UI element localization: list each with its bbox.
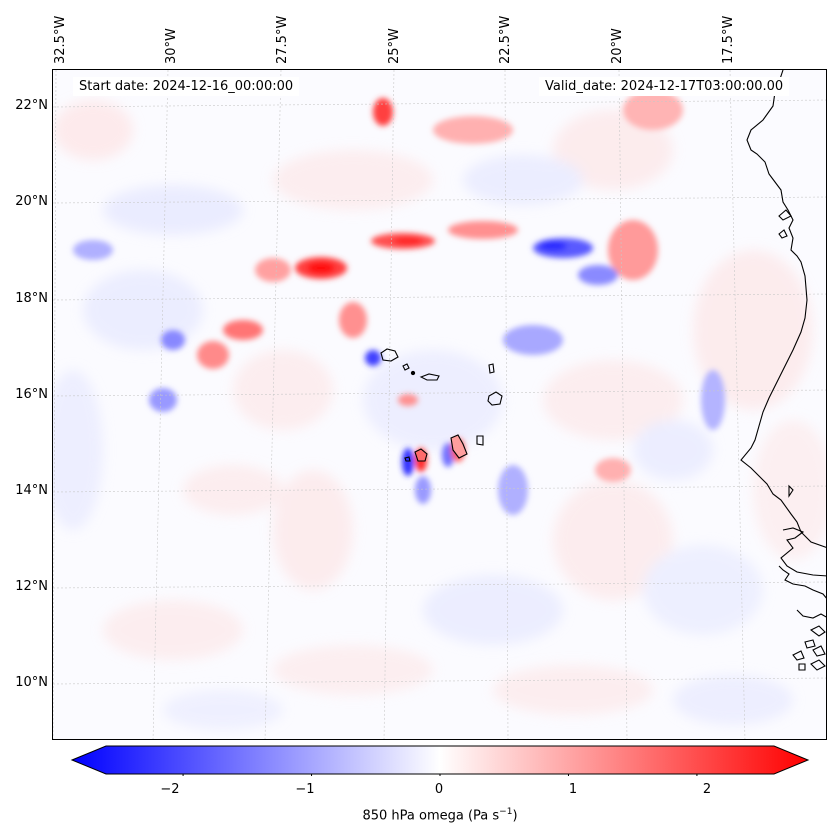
valid-date-label: Valid_date: 2024-12-17T03:00:00.00 — [539, 77, 790, 96]
lon-label-22-5w: 22.5°W — [498, 15, 513, 64]
island-sao-nicolau — [419, 373, 440, 381]
lon-label-32-5w: 32.5°W — [53, 15, 68, 64]
colorbar-tick-label: −2 — [160, 782, 180, 797]
island-boa-vista — [487, 391, 503, 406]
map-plot-area — [52, 69, 827, 740]
lat-label-16n: 16°N — [15, 387, 48, 402]
colorbar-tick-label: 1 — [568, 782, 578, 797]
graticule — [53, 70, 826, 739]
island-maio — [476, 435, 484, 446]
lat-label-22n: 22°N — [15, 98, 48, 113]
lat-label-10n: 10°N — [15, 675, 48, 690]
coast-inlet-2 — [778, 209, 792, 221]
lat-label-18n: 18°N — [15, 291, 48, 306]
coast-mauritania-senegal — [740, 70, 826, 548]
lon-label-20w: 20°W — [610, 28, 625, 64]
colorbar-label-exponent: −1 — [499, 807, 513, 817]
coast-bissagos-4 — [798, 663, 806, 671]
coast-guinea — [796, 609, 826, 619]
colorbar-label-text: 850 hPa omega (Pa s — [362, 808, 500, 824]
coast-inlet-1 — [778, 229, 788, 239]
coast-bissagos-3 — [792, 650, 805, 661]
coast-bissagos-1 — [804, 639, 816, 649]
lon-label-30w: 30°W — [164, 28, 179, 64]
coast-inlet-3 — [788, 484, 794, 498]
lat-label-14n: 14°N — [15, 483, 48, 498]
island-sao-vicente — [402, 363, 410, 371]
island-brava — [404, 456, 411, 462]
colorbar — [70, 745, 810, 776]
island-sal — [488, 363, 495, 374]
colorbar-tick-label: 2 — [702, 782, 712, 797]
island-santo-antao — [380, 348, 399, 362]
coast-gambia-guinea — [780, 527, 826, 577]
island-fogo — [414, 448, 428, 462]
lon-label-25w: 25°W — [387, 28, 402, 64]
african-coastline — [740, 70, 826, 671]
lon-label-27-5w: 27.5°W — [275, 15, 290, 64]
colorbar-label: 850 hPa omega (Pa s−1) — [0, 807, 837, 823]
colorbar-body — [70, 745, 810, 775]
coast-guinea-bissau — [778, 565, 826, 599]
coast-bissagos-5 — [810, 659, 826, 671]
colorbar-label-close: ) — [512, 808, 518, 824]
strong-features — [73, 90, 725, 515]
lat-label-12n: 12°N — [15, 579, 48, 594]
colorbar-tick-label: −1 — [295, 782, 315, 797]
lon-label-17-5w: 17.5°W — [721, 15, 736, 64]
island-santa-luzia — [410, 370, 416, 376]
colorbar-tick-label: 0 — [434, 782, 444, 797]
background-texture — [53, 100, 826, 730]
coast-offshore-bijagos — [809, 625, 826, 637]
start-date-label: Start date: 2024-12-16_00:00:00 — [73, 77, 300, 96]
coast-bissagos-2 — [812, 645, 826, 657]
island-santiago — [450, 434, 468, 459]
colorbar-ticks — [182, 774, 698, 776]
cape-verde-islands — [380, 348, 503, 462]
omega-field-map — [53, 70, 826, 739]
lat-label-20n: 20°N — [15, 194, 48, 209]
